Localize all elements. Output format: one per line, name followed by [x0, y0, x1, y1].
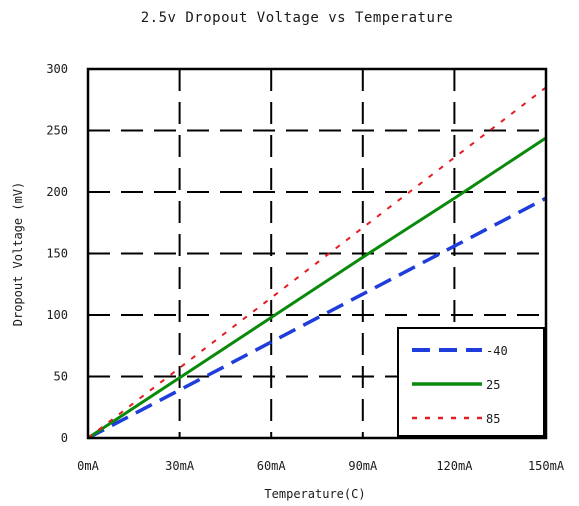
series-line-3 — [87, 86, 547, 439]
x-tick-label: 60mA — [257, 459, 287, 473]
y-tick-label: 250 — [46, 124, 68, 138]
y-tick-label: 0 — [61, 431, 68, 445]
y-axis-label: Dropout Voltage (mV) — [11, 182, 25, 327]
y-tick-label: 300 — [46, 62, 68, 76]
legend: -40 25 85 — [397, 327, 545, 437]
series-layer — [87, 86, 547, 440]
legend-label: 85 — [486, 412, 500, 426]
y-tick-label: 200 — [46, 185, 68, 199]
y-tick-label: 150 — [46, 247, 68, 261]
legend-label: 25 — [486, 378, 500, 392]
legend-box — [397, 327, 545, 437]
x-axis-ticks: 0mA 30mA 60mA 90mA 120mA 150mA — [77, 459, 565, 473]
x-axis-label: Temperature(C) — [264, 487, 365, 501]
series-line-2 — [87, 136, 547, 440]
chart-title: 2.5v Dropout Voltage vs Temperature — [141, 10, 454, 26]
series-line-1 — [87, 196, 547, 440]
x-tick-label: 150mA — [528, 459, 565, 473]
y-tick-label: 50 — [54, 370, 68, 384]
legend-label: -40 — [486, 344, 508, 358]
y-tick-label: 100 — [46, 308, 68, 322]
x-tick-label: 0mA — [77, 459, 99, 473]
plot-frame — [86, 67, 548, 440]
x-tick-label: 30mA — [165, 459, 195, 473]
y-axis-ticks: 0 50 100 150 200 250 300 — [46, 62, 68, 445]
x-tick-label: 120mA — [436, 459, 473, 473]
x-tick-label: 90mA — [348, 459, 378, 473]
